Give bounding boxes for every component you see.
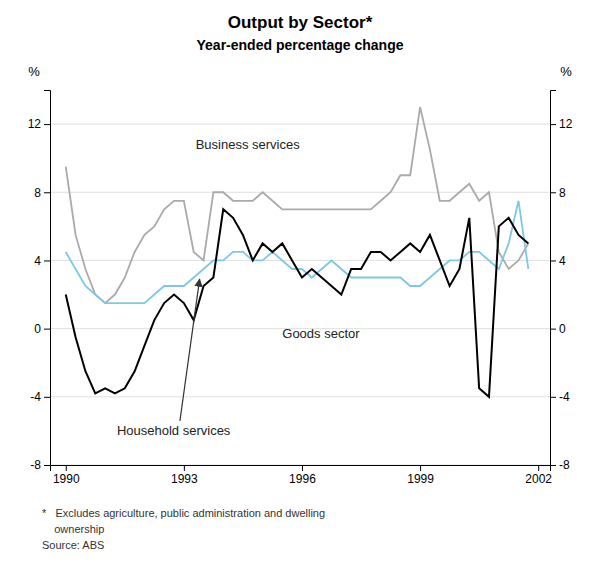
y2-axis: -8 -4 0 4 8 12 xyxy=(550,91,573,473)
tick-label: 0 xyxy=(559,322,566,336)
tick-label: 8 xyxy=(559,186,566,200)
tick-label: 8 xyxy=(34,186,41,200)
subtitle: Year-ended percentage change xyxy=(197,37,404,53)
tick: -4 xyxy=(550,390,570,404)
tick: 1990 xyxy=(53,465,80,486)
series-annotation: Business services xyxy=(196,137,301,152)
tick-mark xyxy=(66,465,67,471)
tick-mark xyxy=(302,465,303,471)
tick-mark xyxy=(184,465,185,471)
tick: -8 xyxy=(30,458,50,472)
tick: -8 xyxy=(550,458,570,472)
series-line xyxy=(66,209,529,397)
tick-mark xyxy=(44,397,50,398)
tick-mark xyxy=(44,329,50,330)
tick: 4 xyxy=(550,254,566,268)
axis-line xyxy=(551,91,557,466)
tick-label: 2002 xyxy=(525,472,552,486)
tick-mark xyxy=(44,260,50,261)
y2-axis-label: % xyxy=(560,64,572,79)
tick-label: 1999 xyxy=(407,472,434,486)
tick: 2002 xyxy=(525,465,552,486)
grid-line xyxy=(50,260,550,261)
annotations: Business services Household services Goods… xyxy=(117,137,360,438)
annotation-arrow xyxy=(180,279,200,421)
tick-mark xyxy=(44,192,50,193)
tick-label: -4 xyxy=(559,390,570,404)
tick-mark xyxy=(550,329,556,330)
tick-label: 12 xyxy=(28,117,42,131)
tick: -4 xyxy=(30,390,50,404)
series-line xyxy=(66,107,529,303)
footnotes: * Excludes agriculture, public administr… xyxy=(42,507,325,551)
footnote: Source: ABS xyxy=(42,539,104,551)
series-line xyxy=(66,201,529,303)
tick: 12 xyxy=(28,117,50,131)
footnote: ownership xyxy=(42,523,104,535)
tick-mark xyxy=(538,465,539,471)
tick-label: 1990 xyxy=(53,472,80,486)
tick-mark xyxy=(44,124,50,125)
footnote: * Excludes agriculture, public administr… xyxy=(42,507,325,519)
tick-mark xyxy=(550,192,556,193)
y-axis: -8 -4 0 4 8 12 xyxy=(28,91,51,473)
tick-mark xyxy=(550,397,556,398)
series-annotation: Goods sector xyxy=(282,326,360,341)
tick: 8 xyxy=(34,186,50,200)
tick: 0 xyxy=(550,322,566,336)
tick: 1993 xyxy=(171,465,198,486)
series-annotation: Household services xyxy=(117,423,231,438)
tick-label: 0 xyxy=(34,322,41,336)
tick-label: -8 xyxy=(30,458,41,472)
grid-line xyxy=(50,124,550,125)
tick-label: 1996 xyxy=(289,472,316,486)
tick: 1999 xyxy=(407,465,434,486)
axis-line xyxy=(51,466,551,472)
tick: 12 xyxy=(550,117,573,131)
x-axis: 1990 1993 1996 1999 2002 xyxy=(51,465,553,486)
tick-label: -8 xyxy=(559,458,570,472)
tick-mark xyxy=(550,465,556,466)
tick-label: -4 xyxy=(30,390,41,404)
y-axis-label: % xyxy=(28,64,40,79)
tick: 8 xyxy=(550,186,566,200)
tick-label: 1993 xyxy=(171,472,198,486)
tick-mark xyxy=(550,260,556,261)
tick-mark xyxy=(550,124,556,125)
chart: 1990 1993 1996 1999 2002 -8 -4 0 4 8 12 -8 -4 0 4 8 12 Ou… xyxy=(0,0,600,585)
tick: 1996 xyxy=(289,465,316,486)
axis-line xyxy=(44,91,51,466)
tick: 0 xyxy=(34,322,50,336)
tick-label: 4 xyxy=(559,254,566,268)
tick-label: 12 xyxy=(559,117,573,131)
grid-line xyxy=(50,396,550,397)
plot-area xyxy=(66,107,529,397)
title: Output by Sector* xyxy=(228,13,373,32)
tick-mark xyxy=(44,465,50,466)
tick-label: 4 xyxy=(34,254,41,268)
tick-mark xyxy=(420,465,421,471)
grid xyxy=(50,124,550,465)
tick: 4 xyxy=(34,254,50,268)
